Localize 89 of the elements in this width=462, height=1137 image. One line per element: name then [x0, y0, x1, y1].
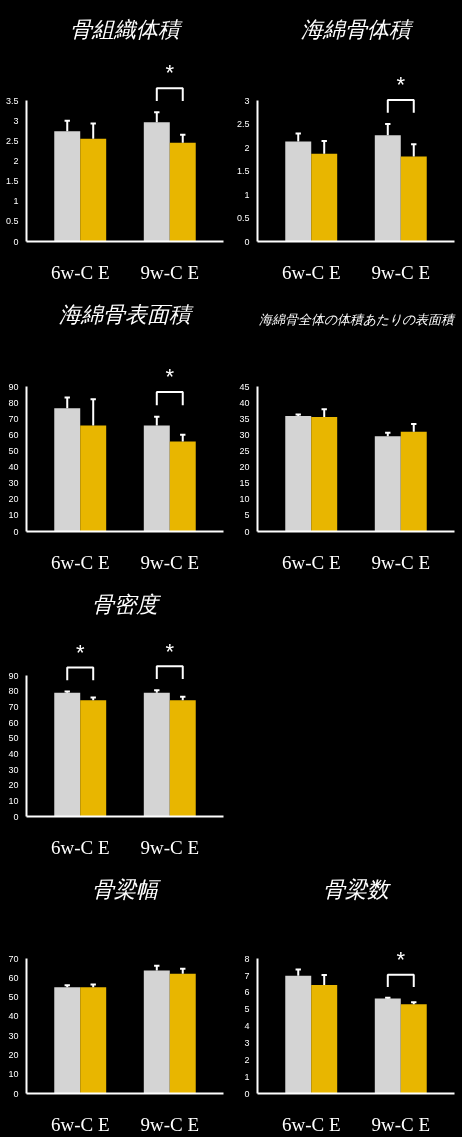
x-tick-label: 9w-C E	[140, 551, 200, 573]
y-tick-label: 10	[8, 510, 19, 521]
annotation: *	[396, 947, 406, 973]
x-tick-label: 9w-C E	[140, 1113, 200, 1135]
chart-title: 海綿骨全体の体積あたりの表面積	[258, 311, 456, 327]
y-tick-label: 2	[244, 142, 250, 153]
y-tick-label: 7	[244, 970, 250, 981]
y-tick-label: 0	[13, 236, 19, 247]
y-tick-label: 60	[8, 972, 19, 983]
y-tick-label: 15	[239, 478, 250, 489]
y-tick-label: 1	[244, 189, 250, 200]
y-tick-label: 20	[8, 780, 19, 791]
y-tick-label: 20	[239, 462, 250, 473]
y-tick-label: 30	[8, 478, 19, 489]
y-tick-label: 0.5	[236, 213, 250, 224]
x-tick-label: 9w-C E	[371, 1113, 431, 1135]
y-tick-label: 10	[8, 1069, 19, 1080]
x-tick-label: 6w-C E	[50, 551, 110, 573]
y-tick-label: 40	[8, 462, 19, 473]
y-tick-label: 2.5	[5, 135, 19, 146]
y-tick-label: 0	[13, 1088, 19, 1099]
x-tick-label: 6w-C E	[281, 261, 341, 283]
x-tick-label: 6w-C E	[281, 1113, 341, 1135]
y-tick-label: 25	[239, 446, 250, 457]
y-tick-label: 3	[244, 95, 250, 106]
y-tick-label: 0	[244, 236, 250, 247]
y-tick-label: 90	[8, 381, 19, 392]
y-tick-label: 40	[239, 397, 250, 408]
y-tick-label: 10	[239, 494, 250, 505]
y-tick-label: 2.5	[236, 119, 250, 130]
chart-title: 骨梁幅	[92, 876, 161, 902]
chart-title: 海綿骨体積	[301, 16, 414, 42]
y-tick-label: 1.5	[5, 176, 19, 187]
y-tick-label: 70	[8, 413, 19, 424]
y-tick-label: 30	[8, 1030, 19, 1041]
y-tick-label: 70	[8, 701, 19, 712]
y-tick-label: 10	[8, 795, 19, 806]
text: *	[75, 639, 85, 665]
y-tick-label: 6	[244, 987, 250, 998]
y-tick-label: 0	[13, 526, 19, 537]
text: *	[396, 72, 406, 98]
y-tick-label: 20	[8, 494, 19, 505]
y-tick-label: 0	[244, 526, 250, 537]
y-tick-label: 70	[8, 953, 19, 964]
y-tick-label: 90	[8, 670, 19, 681]
text: *	[165, 60, 175, 86]
y-tick-label: 5	[244, 1004, 250, 1015]
y-tick-label: 80	[8, 397, 19, 408]
y-tick-label: 1	[13, 196, 19, 207]
y-tick-label: 0.5	[5, 216, 19, 227]
chart-title: 骨密度	[92, 591, 162, 617]
x-tick-label: 9w-C E	[140, 261, 200, 283]
y-tick-label: 0	[244, 1088, 250, 1099]
y-tick-label: 40	[8, 1011, 19, 1022]
y-tick-label: 50	[8, 992, 19, 1003]
chart-title: 骨組織体積	[70, 16, 183, 42]
x-tick-label: 9w-C E	[371, 551, 431, 573]
y-tick-label: 2	[13, 155, 19, 166]
y-tick-label: 40	[8, 748, 19, 759]
x-tick-label: 6w-C E	[50, 1113, 110, 1135]
y-tick-label: 1	[244, 1071, 250, 1082]
y-tick-label: 2	[244, 1054, 250, 1065]
x-tick-label: 9w-C E	[371, 261, 431, 283]
y-tick-label: 8	[244, 953, 250, 964]
y-tick-label: 80	[8, 686, 19, 697]
text: *	[165, 638, 175, 664]
y-tick-label: 50	[8, 446, 19, 457]
y-tick-label: 1.5	[236, 166, 250, 177]
chart-title: 海綿骨表面積	[59, 301, 194, 327]
x-tick-label: 9w-C E	[140, 836, 200, 858]
y-tick-label: 3.5	[5, 95, 19, 106]
chart-title: 骨梁数	[323, 876, 391, 902]
annotation: *	[165, 364, 175, 390]
y-tick-label: 0	[13, 811, 19, 822]
y-tick-label: 4	[244, 1021, 250, 1032]
y-tick-label: 3	[13, 115, 19, 126]
y-tick-label: 60	[8, 430, 19, 441]
x-tick-label: 6w-C E	[281, 551, 341, 573]
y-tick-label: 20	[8, 1049, 19, 1060]
y-tick-label: 5	[244, 510, 250, 521]
y-tick-label: 45	[239, 381, 250, 392]
y-tick-label: 30	[239, 430, 250, 441]
x-tick-label: 6w-C E	[50, 261, 110, 283]
y-tick-label: 35	[239, 413, 250, 424]
x-tick-label: 6w-C E	[50, 836, 110, 858]
y-tick-label: 30	[8, 764, 19, 775]
y-tick-label: 50	[8, 733, 19, 744]
y-tick-label: 3	[244, 1037, 250, 1048]
y-tick-label: 60	[8, 717, 19, 728]
